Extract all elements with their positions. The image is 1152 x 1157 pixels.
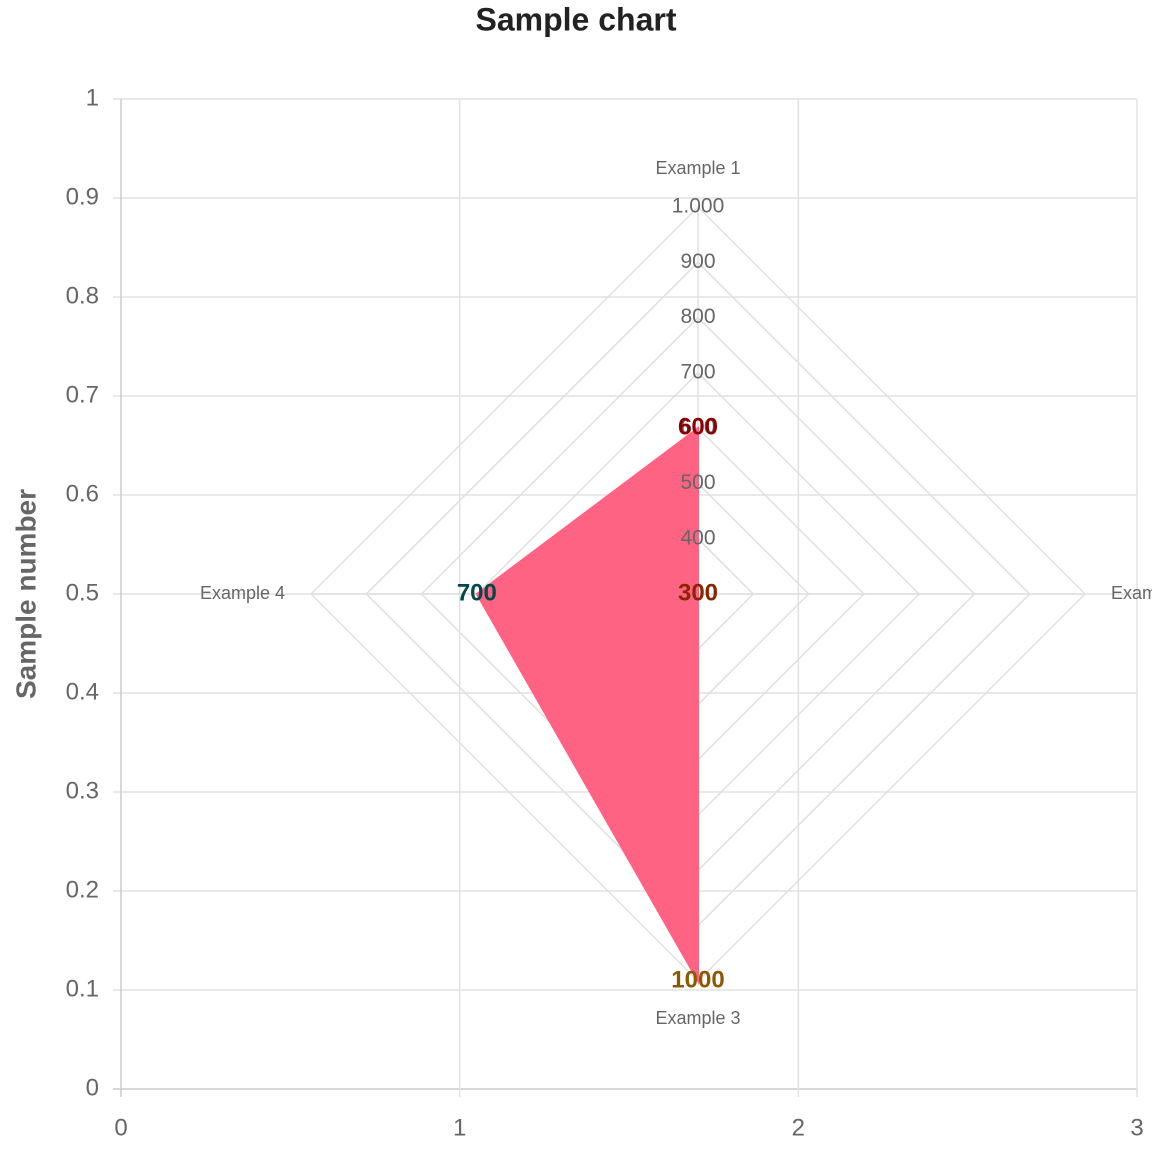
y-tick-label: 0.9 <box>66 183 99 210</box>
x-tick-label: 2 <box>792 1114 805 1141</box>
y-tick-label: 0.5 <box>66 579 99 606</box>
y-tick-label: 0 <box>86 1074 99 1101</box>
y-tick-label: 0.4 <box>66 678 99 705</box>
y-axis-label: Sample number <box>10 489 41 699</box>
data-label: 1000 <box>671 966 724 993</box>
radial-tick-label: 900 <box>680 250 715 273</box>
category-label: Example 4 <box>200 583 285 603</box>
y-tick-label: 0.8 <box>66 282 99 309</box>
radial-tick-label: 400 <box>680 526 715 549</box>
y-tick-label: 1 <box>86 84 99 111</box>
chart-title: Sample chart <box>476 1 677 37</box>
category-label: Example 1 <box>655 158 740 178</box>
radial-tick-label: 800 <box>680 305 715 328</box>
data-label: 300 <box>678 579 718 606</box>
radial-tick-label: 500 <box>680 471 715 494</box>
y-tick-label: 0.1 <box>66 975 99 1002</box>
radial-tick-label: 700 <box>680 360 715 383</box>
x-tick-label: 3 <box>1130 1114 1143 1141</box>
category-label: Example 2 <box>1111 583 1152 603</box>
radar-area <box>475 426 699 985</box>
y-tick-label: 0.3 <box>66 777 99 804</box>
radial-tick-label: 1.000 <box>672 195 725 218</box>
x-tick-label: 0 <box>114 1114 127 1141</box>
x-tick-label: 1 <box>453 1114 466 1141</box>
category-label: Example 3 <box>655 1008 740 1028</box>
radial-tick-label: 600 <box>680 416 715 439</box>
data-label: 600 <box>678 413 718 440</box>
y-tick-label: 0.2 <box>66 876 99 903</box>
y-tick-label: 0.6 <box>66 480 99 507</box>
data-label: 700 <box>457 579 497 606</box>
y-tick-label: 0.7 <box>66 381 99 408</box>
